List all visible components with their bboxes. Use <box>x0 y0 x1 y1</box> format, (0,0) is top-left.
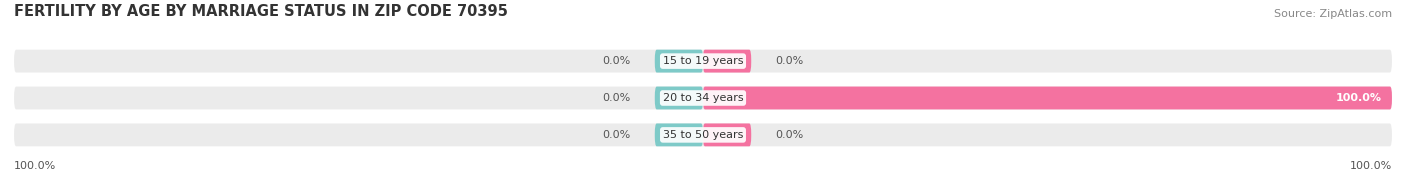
Text: 100.0%: 100.0% <box>14 162 56 172</box>
Text: 15 to 19 years: 15 to 19 years <box>662 56 744 66</box>
FancyBboxPatch shape <box>14 87 1392 109</box>
FancyBboxPatch shape <box>655 123 703 146</box>
Text: 20 to 34 years: 20 to 34 years <box>662 93 744 103</box>
Text: 100.0%: 100.0% <box>1350 162 1392 172</box>
Text: Source: ZipAtlas.com: Source: ZipAtlas.com <box>1274 9 1392 19</box>
Text: 100.0%: 100.0% <box>1336 93 1382 103</box>
Text: 0.0%: 0.0% <box>602 93 631 103</box>
Text: 0.0%: 0.0% <box>602 130 631 140</box>
FancyBboxPatch shape <box>703 87 1392 109</box>
Text: 0.0%: 0.0% <box>775 56 804 66</box>
Text: FERTILITY BY AGE BY MARRIAGE STATUS IN ZIP CODE 70395: FERTILITY BY AGE BY MARRIAGE STATUS IN Z… <box>14 4 508 19</box>
FancyBboxPatch shape <box>655 50 703 73</box>
FancyBboxPatch shape <box>655 87 703 109</box>
Text: 0.0%: 0.0% <box>775 130 804 140</box>
Text: 35 to 50 years: 35 to 50 years <box>662 130 744 140</box>
FancyBboxPatch shape <box>703 123 751 146</box>
FancyBboxPatch shape <box>14 123 1392 146</box>
FancyBboxPatch shape <box>703 50 751 73</box>
FancyBboxPatch shape <box>14 50 1392 73</box>
Text: 0.0%: 0.0% <box>602 56 631 66</box>
